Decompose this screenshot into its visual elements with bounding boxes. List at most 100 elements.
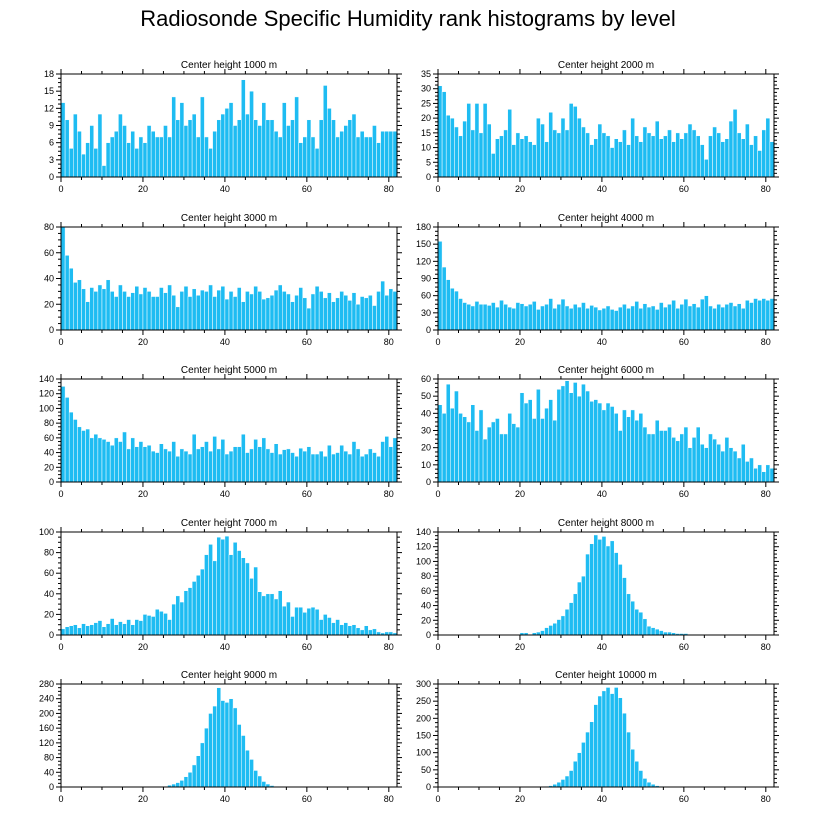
histogram-bar — [609, 406, 615, 483]
histogram-bar — [89, 624, 95, 636]
histogram-bar — [564, 609, 570, 636]
histogram-bar — [757, 464, 762, 483]
histogram-bar — [236, 446, 242, 483]
histogram-bar — [212, 560, 217, 636]
y-tick-label: 40 — [421, 408, 431, 418]
histogram-bar — [163, 125, 168, 178]
y-tick-label: 12 — [44, 103, 54, 113]
histogram-bar — [183, 125, 189, 178]
panel-title: Center height 6000 m — [558, 365, 654, 376]
x-tick-label: 20 — [515, 642, 525, 652]
histogram-bar — [568, 602, 574, 636]
histogram-bar — [552, 129, 558, 178]
histogram-bar — [708, 433, 713, 483]
histogram-bar — [458, 298, 463, 331]
histogram-bar — [302, 297, 308, 331]
x-tick-label: 80 — [384, 489, 394, 499]
y-tick-label: 0 — [49, 477, 54, 487]
histogram-bar — [306, 607, 312, 636]
y-tick-label: 0 — [49, 782, 54, 792]
y-tick-label: 0 — [426, 325, 431, 335]
y-tick-label: 0 — [49, 630, 54, 640]
histogram-bar — [183, 776, 189, 788]
histogram-bar — [470, 404, 476, 483]
histogram-bar — [667, 426, 672, 483]
histogram-bar — [208, 450, 213, 483]
histogram-bar — [724, 138, 730, 178]
histogram-bar — [622, 129, 627, 178]
histogram-bar — [392, 130, 398, 178]
histogram-bar — [355, 627, 361, 636]
histogram-bar — [318, 291, 324, 331]
histogram-bar — [544, 407, 549, 483]
histogram-bar — [277, 453, 283, 483]
histogram-bar — [626, 144, 631, 178]
histogram-bar — [466, 103, 472, 178]
histogram-bar — [478, 304, 484, 331]
histogram-bar — [171, 603, 176, 636]
histogram-bar — [310, 136, 316, 178]
y-tick-label: 50 — [421, 391, 431, 401]
x-tick-label: 20 — [138, 642, 148, 652]
histogram-bar — [671, 141, 676, 178]
histogram-bar — [355, 136, 361, 178]
histogram-bar — [445, 114, 451, 178]
histogram-bar — [138, 441, 144, 483]
histogram-bar — [499, 299, 504, 331]
histogram-bar — [757, 150, 762, 178]
histogram-bar — [544, 627, 549, 636]
histogram-bar — [745, 123, 750, 178]
histogram-bar — [146, 444, 152, 483]
histogram-bar — [683, 132, 689, 178]
histogram-bar — [519, 138, 525, 178]
histogram-bar — [298, 142, 304, 178]
histogram-bar — [507, 413, 513, 483]
histogram-bar — [699, 298, 705, 331]
x-tick-label: 80 — [761, 337, 771, 347]
histogram-bar — [548, 112, 553, 178]
y-tick-label: 90 — [421, 274, 431, 284]
histogram-bar — [249, 759, 254, 788]
histogram-bar — [605, 402, 611, 483]
histogram-bar — [314, 285, 320, 331]
histogram-bar — [560, 615, 566, 636]
y-tick-label: 9 — [49, 121, 54, 131]
histogram-bar — [732, 450, 738, 483]
histogram-bar — [728, 120, 734, 178]
histogram-bar — [380, 441, 385, 483]
histogram-bar — [585, 390, 590, 483]
histogram-bar — [253, 285, 258, 331]
histogram-bar — [486, 426, 492, 483]
histogram-bar — [757, 299, 762, 331]
histogram-bar — [195, 575, 201, 636]
histogram-bar — [470, 129, 476, 178]
histogram-bar — [118, 284, 123, 331]
histogram-bar — [708, 135, 713, 178]
histogram-bar — [482, 304, 488, 331]
histogram-bar — [527, 141, 533, 178]
histogram-bar — [224, 702, 230, 788]
histogram-bar — [60, 628, 66, 636]
histogram-bar — [183, 590, 189, 636]
histogram-bar — [298, 287, 304, 331]
x-tick-label: 20 — [138, 794, 148, 804]
histogram-bar — [593, 138, 599, 178]
y-tick-label: 60 — [421, 374, 431, 384]
histogram-bar — [626, 308, 631, 331]
histogram-bar — [581, 383, 586, 483]
histogram-bar — [187, 453, 193, 483]
histogram-bar — [458, 135, 463, 178]
histogram-bar — [491, 302, 496, 331]
histogram-bar — [638, 770, 644, 788]
histogram-bar — [273, 289, 279, 331]
histogram-bar — [581, 742, 586, 788]
histogram-bar — [650, 627, 656, 636]
histogram-bar — [204, 136, 209, 178]
histogram-bar — [138, 136, 144, 178]
x-tick-label: 60 — [679, 489, 689, 499]
histogram-bar — [568, 103, 574, 178]
histogram-bar — [601, 132, 607, 178]
histogram-bar — [622, 577, 627, 636]
histogram-bar — [93, 622, 99, 636]
histogram-bar — [73, 419, 78, 483]
